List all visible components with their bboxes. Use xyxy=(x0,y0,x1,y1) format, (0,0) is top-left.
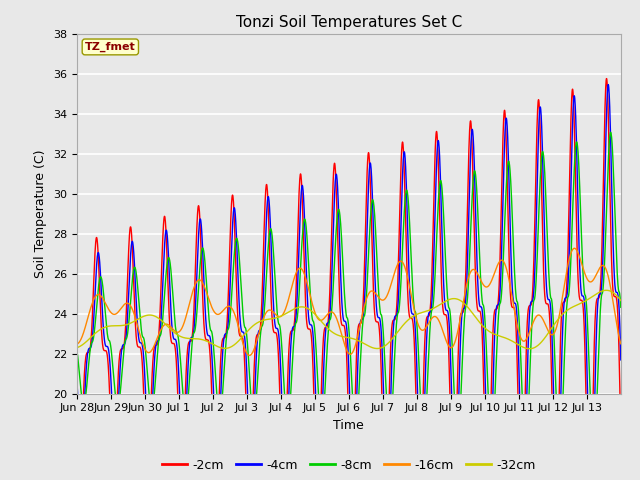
-16cm xyxy=(73,341,81,347)
Legend: -2cm, -4cm, -8cm, -16cm, -32cm: -2cm, -4cm, -8cm, -16cm, -32cm xyxy=(157,454,541,477)
X-axis label: Time: Time xyxy=(333,419,364,432)
-32cm xyxy=(543,332,551,337)
-8cm xyxy=(543,228,551,234)
-2cm xyxy=(127,227,135,232)
-16cm xyxy=(513,320,520,325)
Line: -8cm: -8cm xyxy=(77,132,621,452)
-32cm xyxy=(73,345,81,350)
-2cm xyxy=(543,301,551,307)
-2cm xyxy=(617,433,625,439)
-4cm xyxy=(73,375,81,381)
-32cm xyxy=(513,341,520,347)
-32cm xyxy=(610,290,618,296)
-8cm xyxy=(127,290,135,296)
-4cm xyxy=(617,357,625,363)
-32cm xyxy=(526,346,534,352)
-4cm xyxy=(543,292,551,298)
-2cm xyxy=(244,469,252,475)
-32cm xyxy=(617,298,625,303)
-16cm xyxy=(127,304,135,310)
Title: Tonzi Soil Temperatures Set C: Tonzi Soil Temperatures Set C xyxy=(236,15,462,30)
-8cm xyxy=(73,347,81,352)
-16cm xyxy=(543,326,551,332)
-4cm xyxy=(244,416,252,421)
-16cm xyxy=(617,341,625,347)
-8cm xyxy=(513,297,520,302)
-8cm xyxy=(590,449,598,455)
-8cm xyxy=(610,170,618,176)
-4cm xyxy=(610,252,618,258)
-32cm xyxy=(244,327,252,333)
Line: -4cm: -4cm xyxy=(77,84,621,480)
-16cm xyxy=(610,301,618,307)
Line: -16cm: -16cm xyxy=(77,248,621,356)
-2cm xyxy=(603,76,611,82)
Line: -32cm: -32cm xyxy=(77,290,621,349)
-8cm xyxy=(244,357,252,362)
-4cm xyxy=(127,245,135,251)
-4cm xyxy=(604,82,612,87)
-4cm xyxy=(513,305,520,311)
Y-axis label: Soil Temperature (C): Soil Temperature (C) xyxy=(35,149,47,278)
-8cm xyxy=(381,369,389,375)
-8cm xyxy=(607,130,614,135)
-32cm xyxy=(381,343,389,348)
-16cm xyxy=(246,353,253,359)
-16cm xyxy=(571,245,579,251)
-2cm xyxy=(73,420,81,426)
Text: TZ_fmet: TZ_fmet xyxy=(85,42,136,52)
-4cm xyxy=(381,445,389,451)
-2cm xyxy=(513,335,520,340)
-16cm xyxy=(381,295,389,301)
-8cm xyxy=(617,304,625,310)
Line: -2cm: -2cm xyxy=(77,79,621,480)
-32cm xyxy=(602,288,610,293)
-16cm xyxy=(244,352,252,358)
-32cm xyxy=(127,320,135,326)
-2cm xyxy=(610,291,618,297)
